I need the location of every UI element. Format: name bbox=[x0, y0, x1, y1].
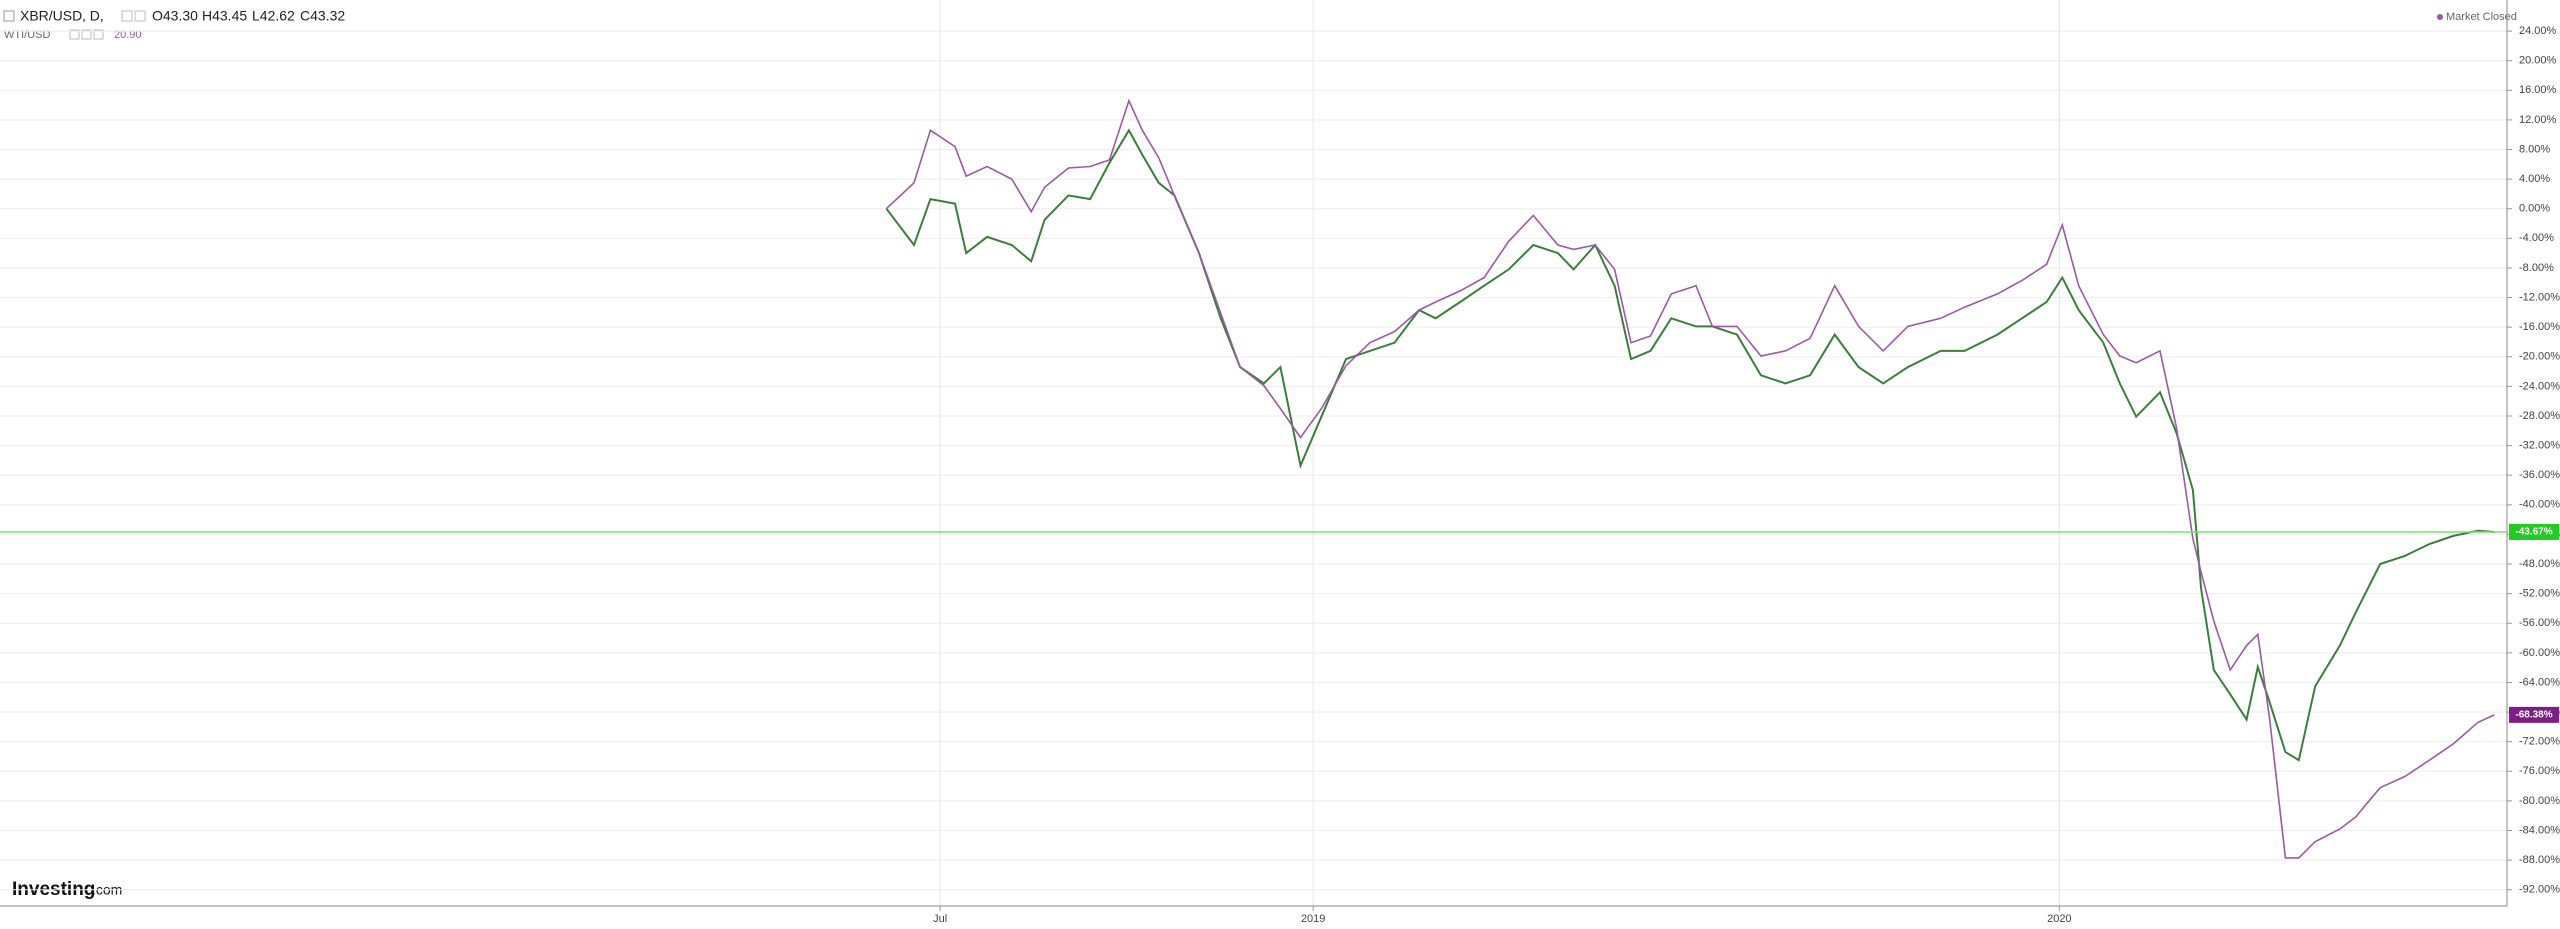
y-tick-label: -24.00% bbox=[2519, 380, 2560, 392]
second-value: 20.90 bbox=[114, 29, 142, 41]
y-tick-label: -28.00% bbox=[2519, 410, 2560, 422]
y-tick-label: -12.00% bbox=[2519, 291, 2560, 303]
price-label: -68.38% bbox=[2515, 710, 2552, 721]
y-tick-label: -8.00% bbox=[2519, 262, 2554, 274]
price-label-bg bbox=[2509, 706, 2559, 723]
y-tick-label: -84.00% bbox=[2519, 824, 2560, 836]
icon[interactable] bbox=[121, 10, 133, 22]
y-tick-label: 4.00% bbox=[2519, 173, 2550, 185]
y-tick-label: 24.00% bbox=[2519, 25, 2557, 37]
interval: , D, bbox=[82, 8, 104, 24]
close: C43.32 bbox=[300, 8, 345, 24]
y-tick-label: -76.00% bbox=[2519, 765, 2560, 777]
y-tick-label: -64.00% bbox=[2519, 676, 2560, 688]
open: O43.30 bbox=[152, 8, 198, 24]
series-line bbox=[885, 98, 2495, 859]
icon[interactable] bbox=[81, 29, 92, 40]
symbol-name: XBR/USD bbox=[20, 8, 82, 24]
y-tick-label: -32.00% bbox=[2519, 440, 2560, 452]
price-label-bg bbox=[2509, 523, 2559, 540]
y-tick-label: -52.00% bbox=[2519, 588, 2560, 600]
icon[interactable] bbox=[134, 10, 146, 22]
y-tick-label: -20.00% bbox=[2519, 351, 2560, 363]
second-symbol: WTI/USD bbox=[4, 29, 50, 41]
market-status: Market Closed bbox=[2446, 11, 2517, 23]
y-tick-label: -72.00% bbox=[2519, 736, 2560, 748]
series-line bbox=[885, 128, 2495, 762]
status-dot bbox=[2437, 14, 2443, 20]
y-tick-label: -16.00% bbox=[2519, 321, 2560, 333]
icon[interactable] bbox=[93, 29, 104, 40]
y-tick-label: 12.00% bbox=[2519, 114, 2557, 126]
y-tick-label: -40.00% bbox=[2519, 499, 2560, 511]
y-tick-label: 0.00% bbox=[2519, 203, 2550, 215]
y-tick-label: -60.00% bbox=[2519, 647, 2560, 659]
x-tick-label: 2019 bbox=[1301, 913, 1325, 925]
y-tick-label: -36.00% bbox=[2519, 469, 2560, 481]
y-tick-label: -80.00% bbox=[2519, 795, 2560, 807]
y-tick-label: -56.00% bbox=[2519, 617, 2560, 629]
low: L42.62 bbox=[252, 8, 295, 24]
x-tick-label: Jul bbox=[933, 913, 947, 925]
y-tick-label: -92.00% bbox=[2519, 884, 2560, 896]
icon[interactable] bbox=[69, 29, 80, 40]
plot bbox=[0, 0, 2507, 906]
high: H43.45 bbox=[202, 8, 247, 24]
y-tick-label: 20.00% bbox=[2519, 55, 2557, 67]
y-tick-label: 16.00% bbox=[2519, 84, 2557, 96]
y-tick-label: 8.00% bbox=[2519, 143, 2550, 155]
price-label: -43.67% bbox=[2515, 527, 2552, 538]
y-tick-label: -4.00% bbox=[2519, 232, 2554, 244]
x-tick-label: 2020 bbox=[2047, 913, 2071, 925]
y-tick-label: -48.00% bbox=[2519, 558, 2560, 570]
collapse-icon[interactable] bbox=[3, 10, 15, 22]
y-tick-label: -88.00% bbox=[2519, 854, 2560, 866]
